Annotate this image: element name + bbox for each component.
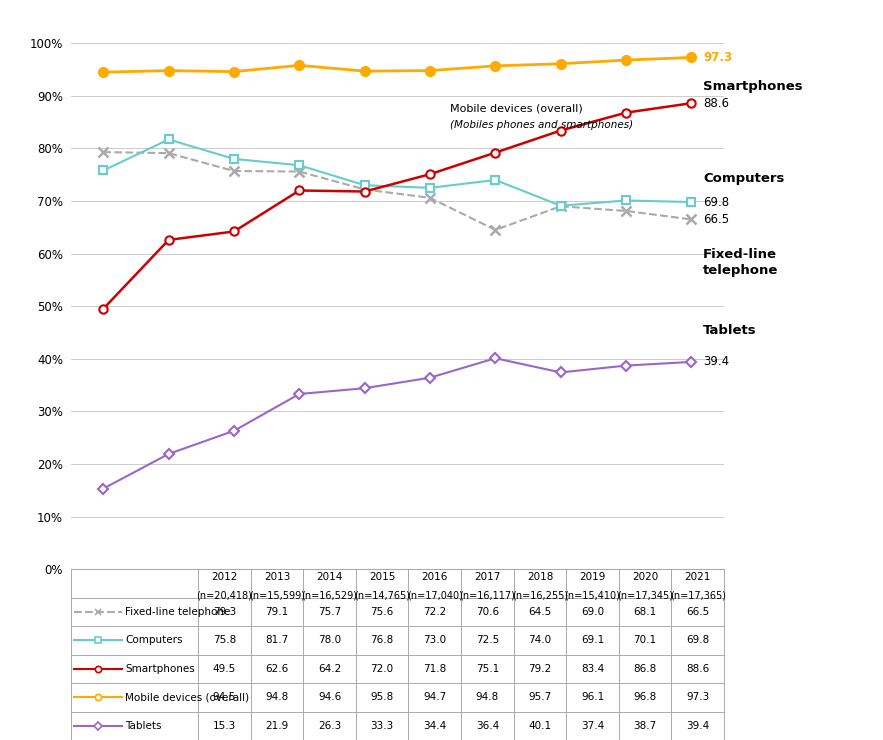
- Text: 2012: 2012: [211, 571, 238, 582]
- Text: 88.6: 88.6: [686, 664, 709, 674]
- Text: (n=14,765): (n=14,765): [354, 591, 411, 600]
- Text: 88.6: 88.6: [703, 97, 729, 110]
- Text: 73.0: 73.0: [423, 636, 446, 645]
- Text: 94.6: 94.6: [318, 693, 341, 702]
- Text: 94.8: 94.8: [265, 693, 289, 702]
- Text: 62.6: 62.6: [265, 664, 289, 674]
- Text: 75.8: 75.8: [213, 636, 236, 645]
- Text: 2021: 2021: [684, 571, 711, 582]
- Text: 66.5: 66.5: [703, 213, 729, 226]
- Text: 2013: 2013: [264, 571, 291, 582]
- Text: 96.1: 96.1: [581, 693, 604, 702]
- Text: (n=17,040): (n=17,040): [407, 591, 463, 600]
- Text: (Mobiles phones and smartphones): (Mobiles phones and smartphones): [449, 120, 633, 130]
- Text: Computers: Computers: [125, 636, 183, 645]
- Text: 36.4: 36.4: [476, 721, 499, 731]
- Text: Computers: Computers: [703, 172, 784, 185]
- Text: 69.8: 69.8: [686, 636, 709, 645]
- Text: 76.8: 76.8: [371, 636, 394, 645]
- Text: 74.0: 74.0: [528, 636, 552, 645]
- Text: Smartphones: Smartphones: [703, 80, 803, 92]
- Text: (n=17,365): (n=17,365): [670, 591, 726, 600]
- Text: (n=15,410): (n=15,410): [564, 591, 621, 600]
- Text: 2015: 2015: [369, 571, 396, 582]
- Text: Mobile devices (overall): Mobile devices (overall): [449, 104, 583, 114]
- Text: 2016: 2016: [421, 571, 448, 582]
- Text: 70.1: 70.1: [634, 636, 657, 645]
- Text: Tablets: Tablets: [703, 324, 757, 337]
- Text: 38.7: 38.7: [633, 721, 657, 731]
- Text: 72.0: 72.0: [371, 664, 394, 674]
- Text: 2017: 2017: [474, 571, 501, 582]
- Text: 96.8: 96.8: [633, 693, 657, 702]
- Text: 75.6: 75.6: [371, 607, 394, 617]
- Text: 64.5: 64.5: [528, 607, 552, 617]
- Text: 83.4: 83.4: [581, 664, 604, 674]
- Text: 95.8: 95.8: [371, 693, 394, 702]
- Text: 69.8: 69.8: [703, 195, 729, 209]
- Text: Smartphones: Smartphones: [125, 664, 195, 674]
- Text: 2018: 2018: [527, 571, 553, 582]
- Text: 95.7: 95.7: [528, 693, 552, 702]
- Text: 79.3: 79.3: [213, 607, 236, 617]
- Text: 75.1: 75.1: [476, 664, 499, 674]
- Text: 79.1: 79.1: [265, 607, 289, 617]
- Text: Mobile devices (overall): Mobile devices (overall): [125, 693, 250, 702]
- Text: 66.5: 66.5: [686, 607, 709, 617]
- Text: (n=17,345): (n=17,345): [617, 591, 673, 600]
- Text: (n=16,117): (n=16,117): [459, 591, 516, 600]
- Text: 21.9: 21.9: [265, 721, 289, 731]
- Text: 68.1: 68.1: [633, 607, 657, 617]
- Text: 94.8: 94.8: [476, 693, 499, 702]
- Text: 34.4: 34.4: [423, 721, 447, 731]
- Text: 71.8: 71.8: [423, 664, 447, 674]
- Text: Tablets: Tablets: [125, 721, 162, 731]
- Text: 75.7: 75.7: [318, 607, 341, 617]
- Text: 79.2: 79.2: [528, 664, 552, 674]
- Text: 86.8: 86.8: [633, 664, 657, 674]
- Text: Fixed-line
telephone: Fixed-line telephone: [703, 249, 779, 278]
- Text: 2019: 2019: [579, 571, 606, 582]
- Text: 64.2: 64.2: [318, 664, 341, 674]
- Text: 78.0: 78.0: [318, 636, 341, 645]
- Text: 26.3: 26.3: [318, 721, 341, 731]
- Text: 94.7: 94.7: [423, 693, 447, 702]
- Text: (n=16,529): (n=16,529): [302, 591, 358, 600]
- Text: 69.0: 69.0: [581, 607, 604, 617]
- Text: 33.3: 33.3: [371, 721, 394, 731]
- Text: 15.3: 15.3: [213, 721, 236, 731]
- Text: 97.3: 97.3: [703, 51, 732, 64]
- Text: 2020: 2020: [632, 571, 659, 582]
- Text: 97.3: 97.3: [686, 693, 709, 702]
- Text: 69.1: 69.1: [581, 636, 604, 645]
- Text: 39.4: 39.4: [703, 355, 729, 369]
- Text: 70.6: 70.6: [476, 607, 499, 617]
- Text: 39.4: 39.4: [686, 721, 709, 731]
- Text: (n=16,255): (n=16,255): [512, 591, 568, 600]
- Text: 2014: 2014: [316, 571, 343, 582]
- Text: Fixed-line telephone: Fixed-line telephone: [125, 607, 230, 617]
- Text: 40.1: 40.1: [528, 721, 552, 731]
- Text: 81.7: 81.7: [265, 636, 289, 645]
- Text: 72.5: 72.5: [476, 636, 499, 645]
- Text: 49.5: 49.5: [213, 664, 236, 674]
- Text: (n=20,418): (n=20,418): [196, 591, 253, 600]
- Text: 94.5: 94.5: [213, 693, 236, 702]
- Text: (n=15,599): (n=15,599): [249, 591, 305, 600]
- Text: 72.2: 72.2: [423, 607, 447, 617]
- Text: 37.4: 37.4: [581, 721, 604, 731]
